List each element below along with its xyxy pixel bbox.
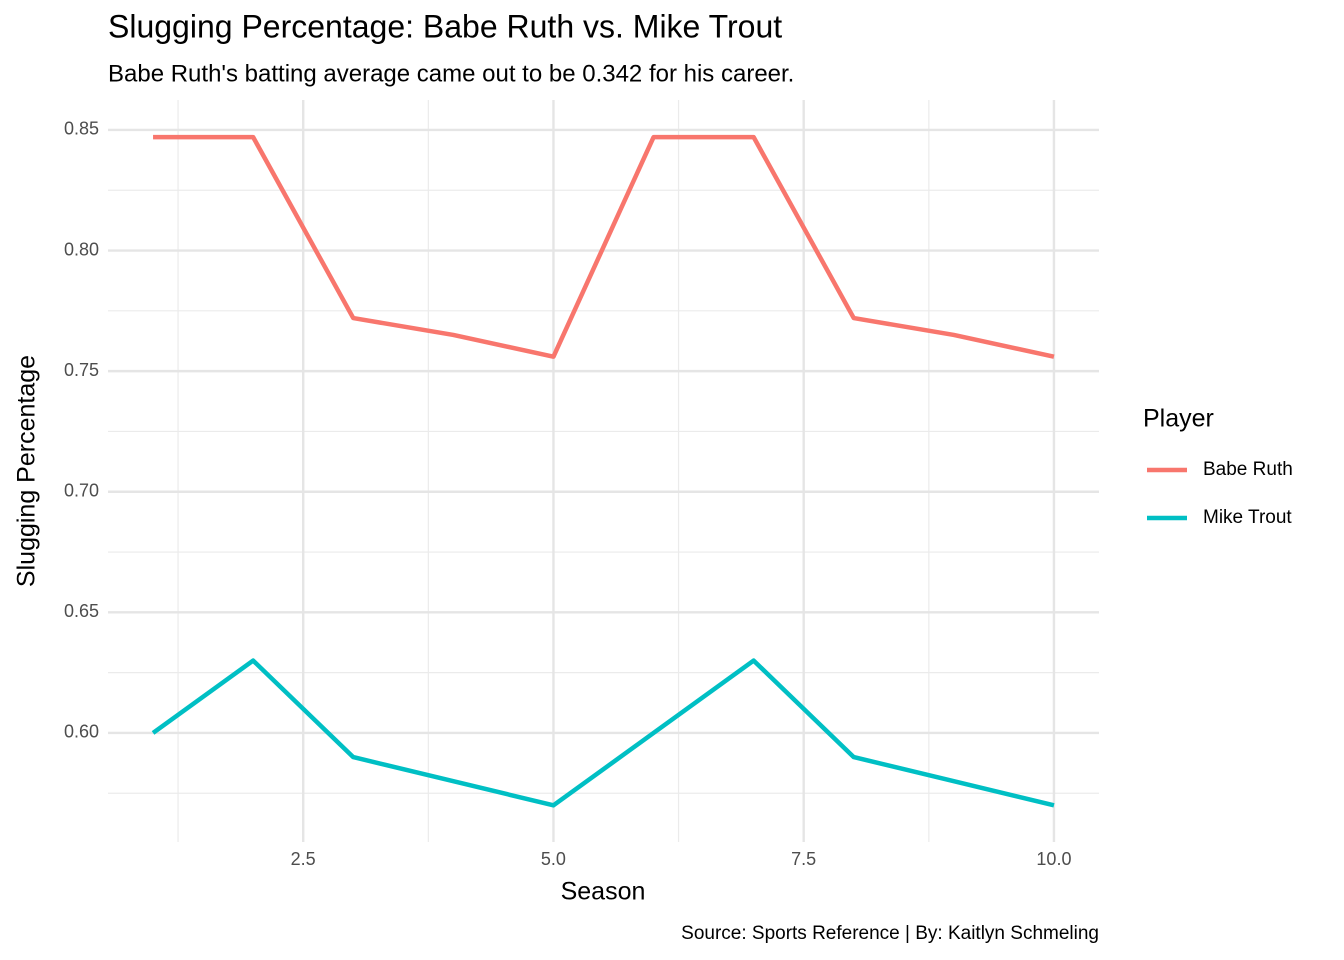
line xyxy=(153,134,1055,359)
y-tick-label: 0.85 xyxy=(64,119,99,139)
y-tick-label: 0.75 xyxy=(64,360,99,380)
x-tick-label: 10.0 xyxy=(1036,849,1071,869)
y-tick-label: 0.80 xyxy=(64,239,99,259)
y-tick-label: 0.65 xyxy=(64,601,99,621)
y-tick-label: 0.70 xyxy=(64,480,99,500)
y-axis-title: Slugging Percentage xyxy=(13,355,41,587)
legend-label: Mike Trout xyxy=(1203,507,1292,528)
line xyxy=(151,658,1055,808)
legend-label: Babe Ruth xyxy=(1203,459,1293,480)
x-tick-label: 7.5 xyxy=(791,849,816,869)
legend-title: Player xyxy=(1143,405,1214,433)
x-tick-label: 5.0 xyxy=(541,849,566,869)
y-tick-label: 0.60 xyxy=(64,722,99,742)
chart-subtitle: Babe Ruth's batting average came out to … xyxy=(108,60,794,87)
caption: Source: Sports Reference | By: Kaitlyn S… xyxy=(681,923,1099,944)
x-tick-label: 2.5 xyxy=(291,849,316,869)
x-axis-title: Season xyxy=(561,878,646,906)
chart-title: Slugging Percentage: Babe Ruth vs. Mike … xyxy=(108,8,782,44)
grid xyxy=(108,100,1099,842)
